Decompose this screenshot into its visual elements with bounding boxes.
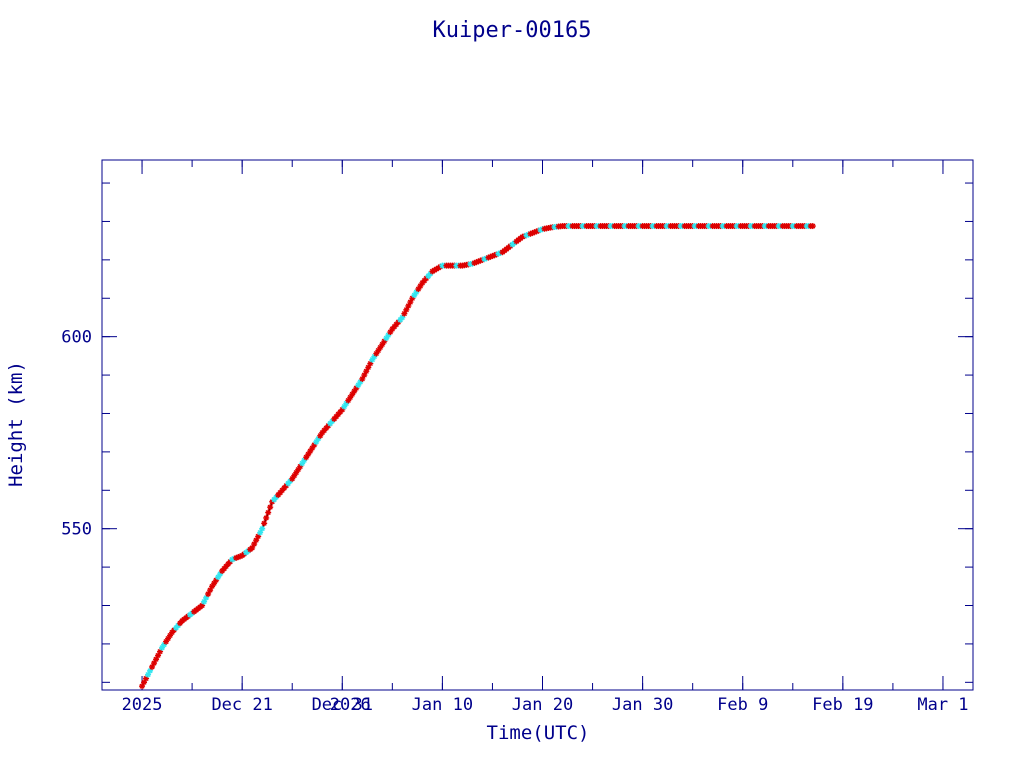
series-line	[141, 225, 813, 687]
data-point	[381, 338, 388, 345]
tick-labels: 550 600 2025 Dec 21 Dec 31 Jan 10 Jan 20 Jan 30…	[61, 328, 968, 715]
data-point-stroke	[259, 526, 265, 532]
series-points	[139, 223, 816, 690]
x-axis-label: Time(UTC)	[487, 722, 590, 744]
data-point	[207, 587, 214, 594]
height-trend-line	[141, 225, 813, 687]
x-tick-label: Feb 19	[812, 695, 873, 715]
data-point	[401, 310, 408, 317]
x-tick-label: 2025	[122, 695, 163, 715]
y-tick-label: 550	[61, 520, 92, 540]
data-point	[299, 460, 306, 467]
plot-frame	[101, 159, 974, 691]
data-point	[267, 504, 274, 511]
axis-ticks	[102, 160, 973, 690]
data-point	[165, 635, 172, 642]
data-point-stroke	[263, 515, 269, 521]
data-point	[265, 509, 272, 516]
data-point-stroke	[265, 509, 271, 516]
y-tick-label: 600	[61, 328, 92, 348]
data-point-stroke	[261, 520, 267, 526]
data-point	[259, 525, 266, 532]
x-tick-label: Dec 31	[312, 695, 373, 715]
data-point-stroke	[810, 223, 816, 229]
x-tick-label: 2026	[330, 695, 371, 715]
data-point	[371, 353, 378, 360]
y-axis-label: Height (km)	[5, 361, 27, 487]
data-point	[167, 632, 174, 639]
data-point	[261, 520, 268, 527]
axes-frame	[101, 159, 974, 691]
x-tick-label: Jan 20	[512, 695, 573, 715]
x-tick-label: Mar 1	[917, 695, 968, 715]
data-point	[809, 223, 816, 230]
data-point-stroke	[267, 504, 273, 510]
x-tick-label: Jan 10	[412, 695, 473, 715]
x-tick-label: Dec 21	[211, 695, 272, 715]
x-tick-label: Jan 30	[612, 695, 673, 715]
chart-title: Kuiper-00165	[433, 18, 592, 43]
data-point	[263, 514, 270, 521]
x-tick-label: Feb 9	[717, 695, 768, 715]
